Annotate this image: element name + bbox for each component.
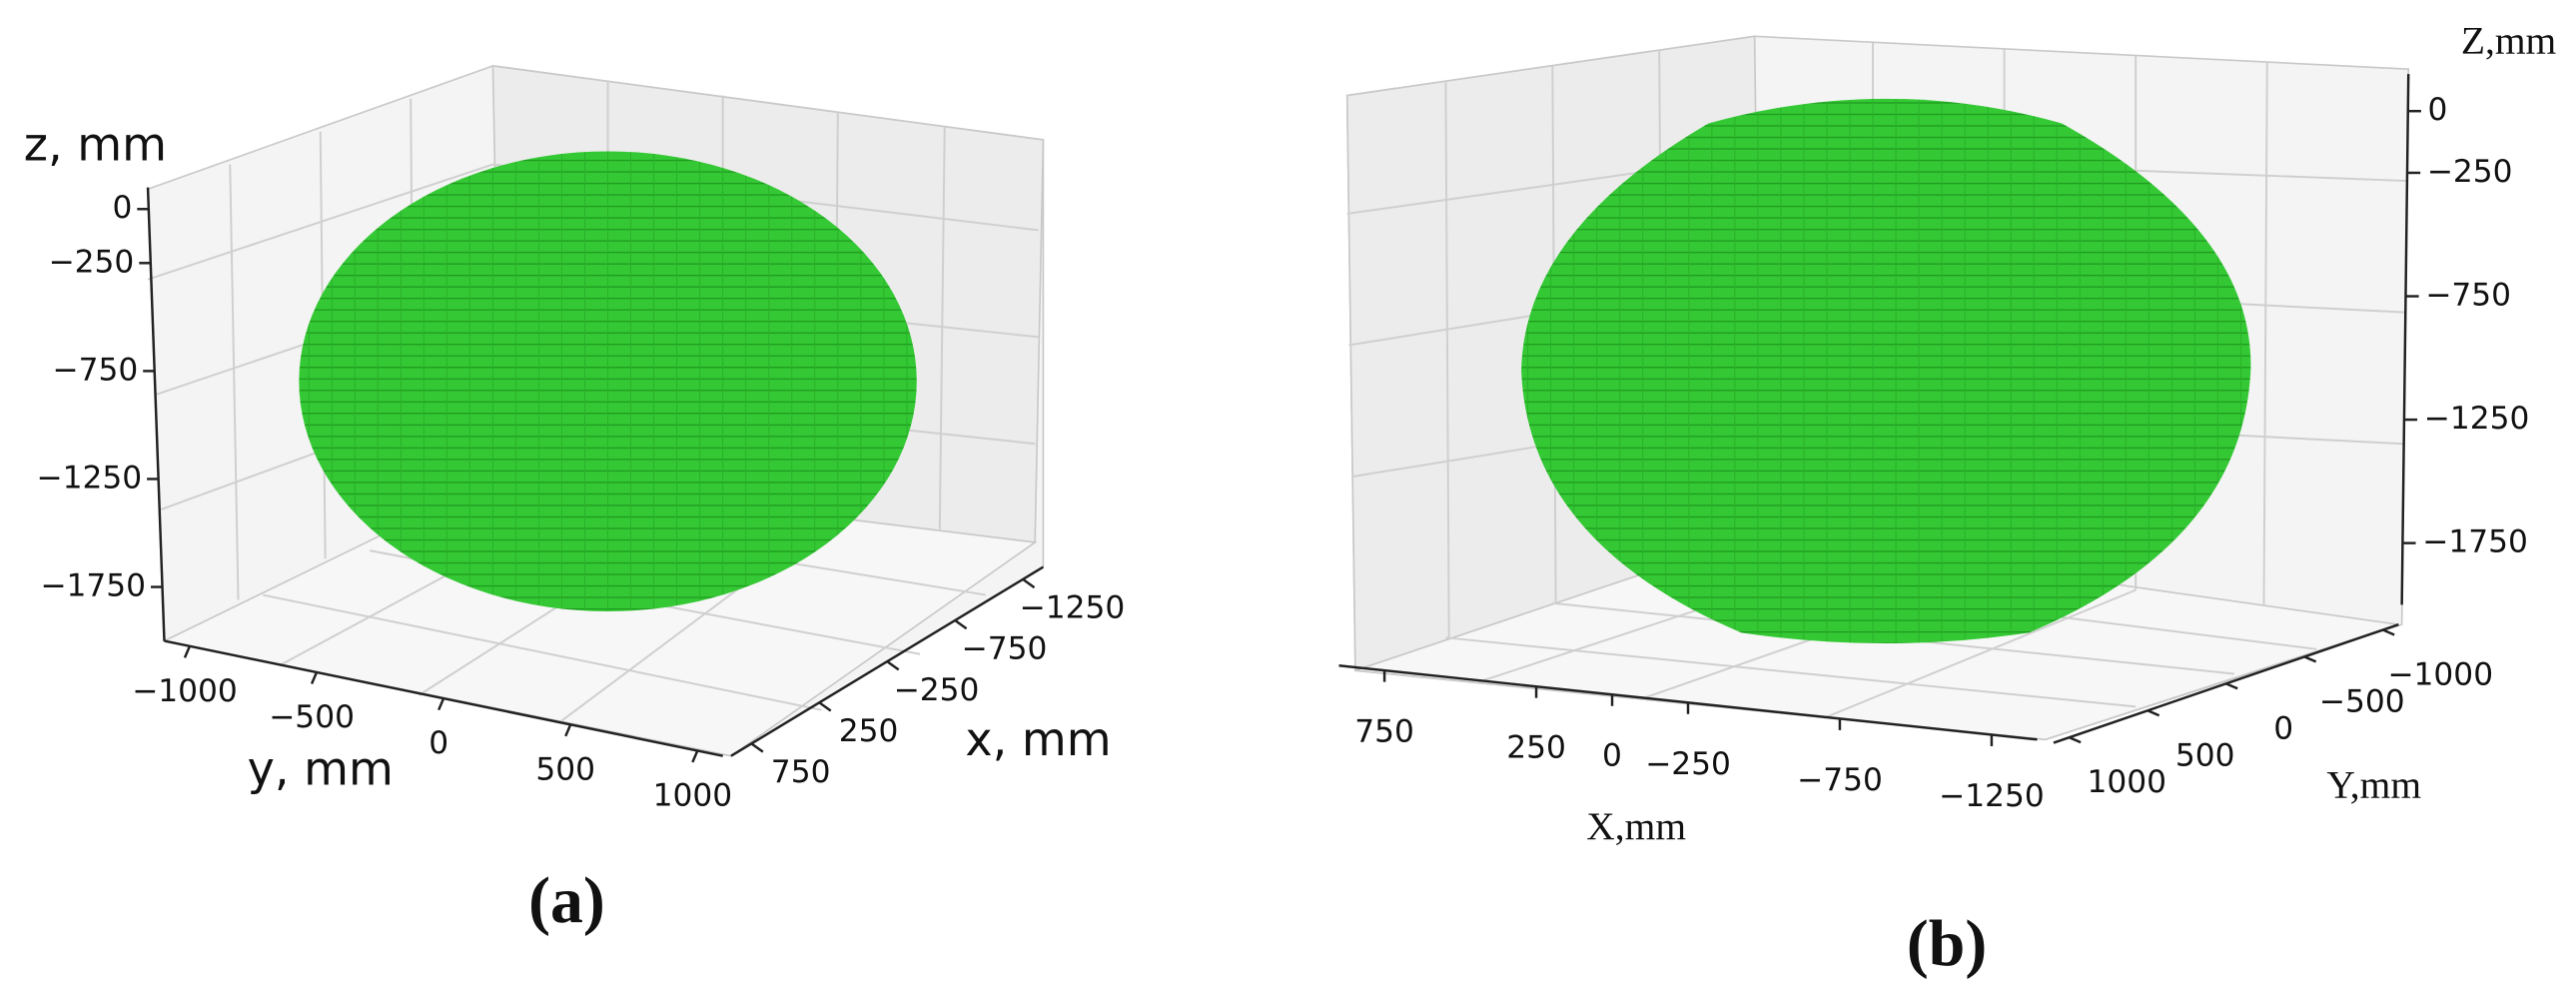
x-tick-label: −1250 bbox=[1939, 778, 2045, 814]
z-tick-label: −1250 bbox=[36, 460, 142, 496]
z-axis-label: z, mm bbox=[24, 118, 167, 172]
y-tick-label: 500 bbox=[2175, 737, 2235, 773]
panel-label: (a) bbox=[528, 864, 605, 937]
voxel-body bbox=[1521, 98, 2251, 644]
tick-mark bbox=[818, 701, 832, 712]
z-tick-label: −1750 bbox=[2422, 524, 2528, 560]
z-tick-label: 0 bbox=[2428, 92, 2448, 128]
x-axis-label: x, mm bbox=[965, 712, 1111, 766]
z-tick-label: −1750 bbox=[40, 568, 146, 604]
y-tick-label: 0 bbox=[2273, 710, 2293, 746]
tick-mark bbox=[183, 645, 192, 658]
y-tick-label: −1000 bbox=[2387, 657, 2493, 693]
z-tick-label: −750 bbox=[2425, 278, 2511, 314]
tick-mark bbox=[2382, 628, 2395, 636]
x-tick-label: 250 bbox=[1506, 730, 1566, 766]
x-tick-label: 0 bbox=[1602, 738, 1622, 774]
x-tick-label: −250 bbox=[894, 672, 980, 708]
x-tick-label: −750 bbox=[962, 631, 1048, 667]
tick-mark bbox=[954, 619, 968, 630]
y-tick-label: 1000 bbox=[2087, 764, 2166, 800]
x-tick-label: 250 bbox=[839, 713, 899, 749]
x-tick-label: 750 bbox=[1354, 714, 1414, 750]
panes-a bbox=[147, 64, 1045, 757]
tick-mark bbox=[886, 660, 900, 671]
y-axis-label: y, mm bbox=[248, 742, 394, 796]
z-axis-label: Z,mm bbox=[2461, 19, 2557, 63]
x-tick-label: −750 bbox=[1797, 762, 1883, 798]
y-tick-label: 0 bbox=[429, 725, 448, 761]
tick-mark bbox=[1022, 577, 1036, 589]
tick-mark bbox=[310, 671, 319, 684]
y-tick-label: 500 bbox=[535, 751, 595, 787]
y-tick-label: −500 bbox=[2319, 683, 2405, 719]
z-tick-label: −750 bbox=[52, 352, 138, 388]
y-axis-label: Y,mm bbox=[2326, 763, 2421, 807]
x-tick-label: 750 bbox=[771, 754, 831, 790]
x-tick-label: −1250 bbox=[1020, 590, 1126, 626]
tick-mark bbox=[2069, 736, 2082, 744]
tick-mark bbox=[564, 723, 572, 737]
tick-mark bbox=[2303, 655, 2317, 663]
panes-b bbox=[1345, 35, 2410, 741]
z-axis-line bbox=[2400, 74, 2410, 605]
tick-mark bbox=[750, 742, 764, 753]
x-axis-label: X,mm bbox=[1586, 804, 1686, 848]
z-tick-label: 0 bbox=[112, 190, 132, 226]
tick-mark bbox=[2147, 709, 2160, 717]
panel-label: (b) bbox=[1907, 907, 1987, 980]
y-tick-label: 1000 bbox=[653, 778, 733, 814]
y-tick-label: −1000 bbox=[132, 673, 238, 709]
tick-mark bbox=[2225, 682, 2238, 690]
y-tick-label: −500 bbox=[269, 699, 355, 735]
z-tick-label: −250 bbox=[48, 244, 134, 280]
x-tick-label: −250 bbox=[1645, 746, 1731, 782]
tick-mark bbox=[437, 697, 445, 711]
z-tick-label: −250 bbox=[2427, 154, 2513, 190]
z-tick-label: −1250 bbox=[2424, 401, 2530, 437]
voxel-body bbox=[299, 151, 917, 611]
tick-mark bbox=[691, 750, 699, 763]
